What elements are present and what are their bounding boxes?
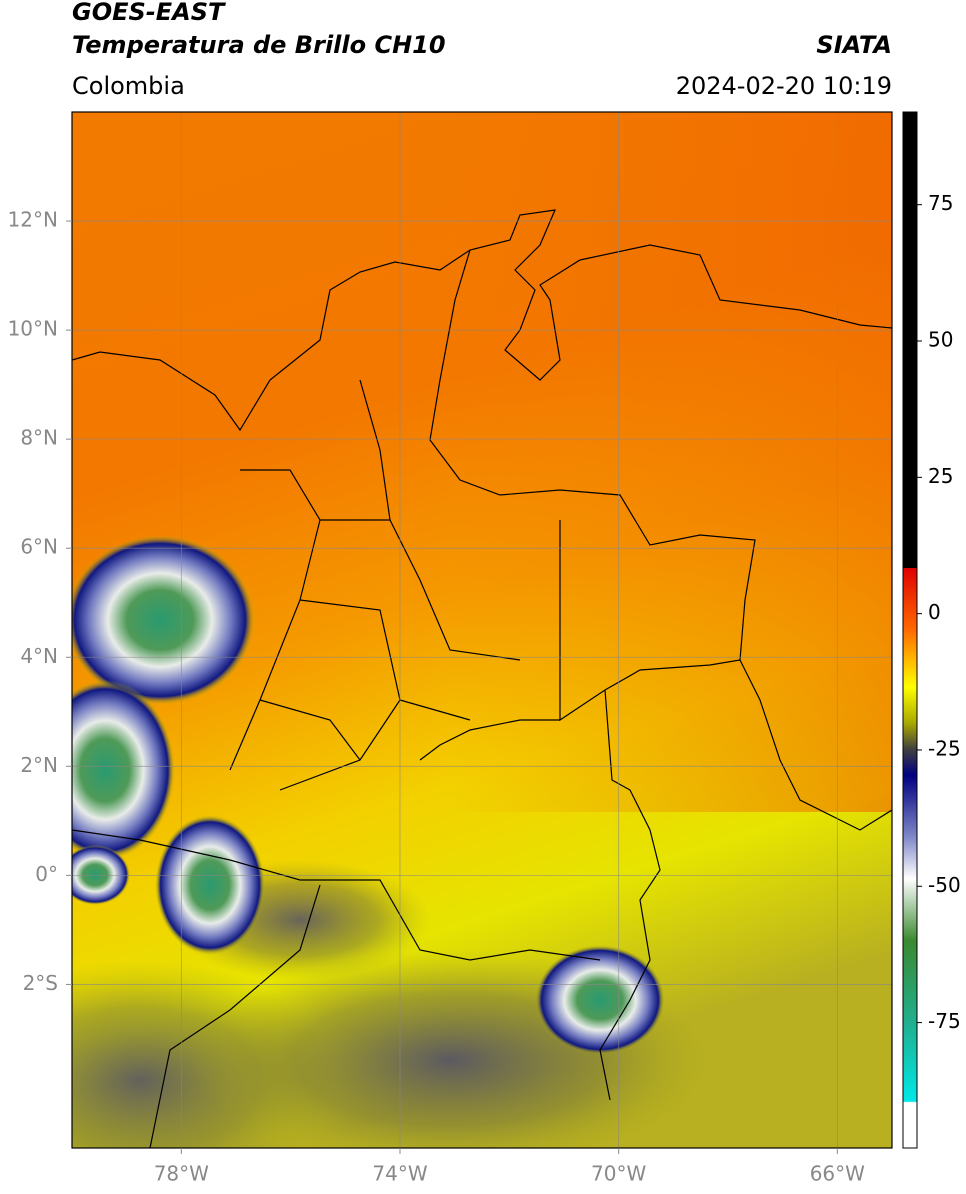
lon-tick-label: 70°W xyxy=(591,1162,646,1186)
source: SIATA xyxy=(816,31,892,59)
country-border xyxy=(419,689,661,1101)
lat-tick-label: 2°S xyxy=(23,971,58,995)
colorbar-tick-label: 50 xyxy=(928,328,953,352)
colorbar-tick-label: -75 xyxy=(928,1009,961,1033)
lat-tick-label: 8°N xyxy=(20,426,58,450)
map-image xyxy=(72,112,892,1148)
warm-region xyxy=(450,112,892,812)
lon-tick-label: 66°W xyxy=(810,1162,865,1186)
colorbar-tick-label: -50 xyxy=(928,873,961,897)
colorbar xyxy=(902,111,918,1149)
title-line1: GOES-EAST xyxy=(72,0,226,26)
colorbar-tick-label: -25 xyxy=(928,736,961,760)
colorbar-tick-label: 75 xyxy=(928,191,953,215)
convective-cloud xyxy=(72,535,255,705)
datetime: 2024-02-20 10:19 xyxy=(676,72,892,100)
lon-tick-label: 74°W xyxy=(372,1162,427,1186)
region: Colombia xyxy=(72,72,185,100)
coastline xyxy=(72,209,892,432)
lat-tick-label: 6°N xyxy=(20,535,58,559)
lat-tick-label: 2°N xyxy=(20,753,58,777)
lon-tick-label: 78°W xyxy=(154,1162,209,1186)
convective-cloud xyxy=(155,815,265,955)
graticule xyxy=(72,112,892,1148)
lat-tick-label: 0° xyxy=(35,862,58,886)
lat-tick-label: 10°N xyxy=(8,317,58,341)
country-border xyxy=(72,659,892,1148)
title-line2: Temperatura de Brillo CH10 xyxy=(72,31,446,59)
convective-cloud xyxy=(535,945,665,1055)
colorbar-tick-label: 25 xyxy=(928,464,953,488)
convective-cloud xyxy=(72,680,175,860)
colorbar-tick-label: 0 xyxy=(928,600,941,624)
map-frame xyxy=(71,111,893,1149)
lat-tick-label: 12°N xyxy=(8,208,58,232)
lat-tick-label: 4°N xyxy=(20,644,58,668)
